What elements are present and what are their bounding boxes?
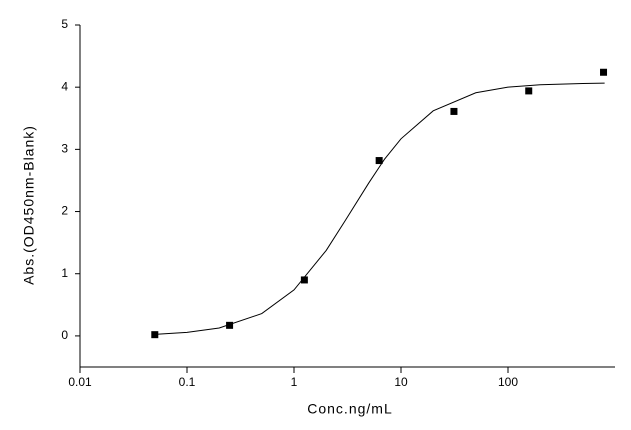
fit-curve (154, 82, 605, 335)
y-tick-label: 3 (61, 142, 68, 156)
y-tick-label: 2 (61, 204, 68, 218)
x-tick-label: 100 (498, 375, 518, 389)
y-tick-label: 0 (61, 328, 68, 342)
data-point (300, 276, 308, 284)
x-tick-label: 0.1 (179, 375, 196, 389)
data-point (600, 68, 608, 76)
y-tick-label: 4 (61, 79, 68, 93)
y-tick-label: 1 (61, 266, 68, 280)
data-point (151, 331, 159, 339)
x-axis-title: Conc.ng/mL (307, 401, 392, 417)
data-point (375, 157, 383, 165)
y-axis-title: Abs.(OD450nm-Blank) (21, 125, 37, 285)
x-tick-label: 0.01 (68, 375, 92, 389)
y-tick-label: 5 (61, 17, 68, 31)
data-point (525, 87, 533, 95)
x-tick-label: 1 (291, 375, 298, 389)
x-tick-label: 10 (394, 375, 408, 389)
data-point (226, 321, 234, 329)
data-point (450, 107, 458, 115)
